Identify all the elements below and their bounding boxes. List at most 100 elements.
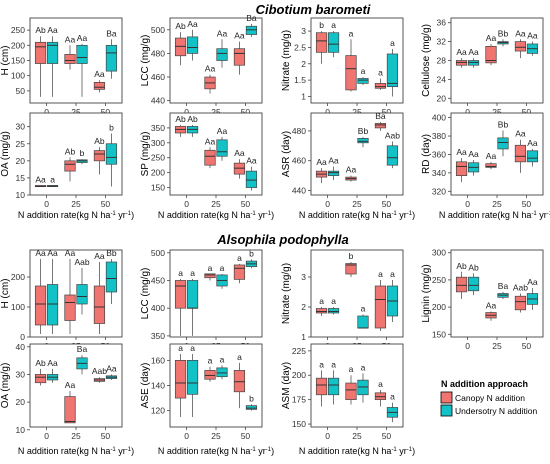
box-canopy: a xyxy=(374,67,387,90)
box-canopy: Aab xyxy=(92,366,107,383)
box-understory: a xyxy=(186,343,199,417)
x-axis-label-part: -1 xyxy=(250,447,256,453)
box-canopy: Aa xyxy=(485,33,497,66)
box-body xyxy=(204,370,216,380)
y-tick-label: 250 xyxy=(432,275,446,285)
box-body xyxy=(374,123,387,129)
box-body xyxy=(245,170,258,188)
significance-label: a xyxy=(178,268,183,278)
box-understory: a xyxy=(357,362,369,403)
box-canopy: Ab xyxy=(93,136,106,175)
x-axis-label-part: -1 xyxy=(126,447,132,453)
x-axis-label-part: ) xyxy=(412,446,415,456)
box-body xyxy=(34,41,47,64)
y-tick-label: 25 xyxy=(16,139,26,149)
significance-label: a xyxy=(331,359,336,369)
significance-label: b xyxy=(349,251,354,261)
x-axis-label-part: yr xyxy=(537,210,547,220)
y-tick-label: 150 xyxy=(151,183,165,193)
y-tick-label: 2 xyxy=(301,59,306,69)
box-body xyxy=(345,55,357,91)
x-tick-label: 25 xyxy=(71,107,81,117)
box-understory: Ab xyxy=(186,114,199,137)
box-understory: a xyxy=(327,296,340,315)
significance-label: b xyxy=(249,248,254,258)
significance-label: a xyxy=(237,352,242,362)
significance-label: Aa xyxy=(515,28,526,38)
box-canopy: a xyxy=(374,379,387,407)
box-canopy: Aa xyxy=(455,47,468,68)
y-tick-label: 100 xyxy=(11,71,25,81)
x-axis-labels: N addition rate(kg N ha-1 yr-1) N additio… xyxy=(18,210,550,456)
y-axis-label: Cellulose (mg/g) xyxy=(421,24,432,97)
y-tick-label: 0 xyxy=(20,332,25,342)
legend-swatch-understory xyxy=(440,404,453,417)
box-body xyxy=(186,359,199,395)
box-understory: b xyxy=(245,393,258,411)
y-tick-label: 3 xyxy=(301,272,306,282)
box-body xyxy=(514,295,527,311)
x-axis-label-part: -1 xyxy=(547,211,550,217)
x-axis-label-part: ) xyxy=(131,446,134,456)
legend: N addition approach Canopy N addition Un… xyxy=(440,379,537,417)
box-canopy: Aa xyxy=(485,300,497,321)
y-tick-label: 100 xyxy=(11,302,25,312)
significance-label: a xyxy=(361,362,366,372)
box-canopy: a xyxy=(174,343,187,417)
significance-label: a xyxy=(319,296,324,306)
box-understory: Aa xyxy=(526,31,539,56)
box-canopy: Aab xyxy=(513,283,528,313)
box-body xyxy=(514,144,527,163)
significance-label: Ab xyxy=(468,262,479,272)
x-axis-label-part: -1 xyxy=(126,211,132,217)
x-tick-label: 25 xyxy=(492,107,502,117)
y-tick-label: 400 xyxy=(432,113,446,123)
x-axis-label-part: -1 xyxy=(407,211,413,217)
significance-label: a xyxy=(237,253,242,263)
y-tick-label: 300 xyxy=(151,138,165,148)
box-body xyxy=(245,405,258,410)
y-tick-label: 2 xyxy=(301,302,306,312)
box-body xyxy=(374,285,387,329)
significance-label: Aa xyxy=(47,25,58,35)
y-axis-label: OA (mg/g) xyxy=(0,363,11,409)
y-tick-label: 10 xyxy=(16,190,26,200)
box-canopy: a xyxy=(204,263,216,281)
box-understory: a xyxy=(386,269,399,322)
y-tick-label: 1 xyxy=(301,91,306,101)
x-tick-label: 0 xyxy=(465,107,470,117)
significance-label: Ab xyxy=(35,358,46,368)
box-understory: Aa xyxy=(186,19,199,61)
x-axis-label-part: N addition rate(kg N ha xyxy=(18,446,111,456)
significance-label: Aa xyxy=(217,28,228,38)
y-tick-label: 200 xyxy=(432,302,446,312)
box-understory: Aa xyxy=(245,156,258,191)
significance-label: a xyxy=(361,304,366,314)
y-tick-label: 32 xyxy=(437,37,447,47)
section-title-2: Alsophila podophylla xyxy=(216,232,348,247)
y-tick-label: 500 xyxy=(151,25,165,35)
box-canopy: Aa xyxy=(315,157,328,184)
x-tick-label: 25 xyxy=(211,431,221,441)
x-tick-label: 50 xyxy=(101,199,111,209)
significance-label: Aa xyxy=(47,248,58,258)
box-canopy: Aa xyxy=(64,34,76,70)
box-body xyxy=(46,284,59,326)
x-tick-label: 0 xyxy=(44,431,49,441)
box-canopy: Aa xyxy=(34,248,47,334)
significance-label: Aa xyxy=(486,33,497,43)
significance-label: Aab xyxy=(74,257,89,267)
box-understory: Ba xyxy=(245,13,258,37)
box-body xyxy=(93,285,106,324)
significance-label: Aa xyxy=(205,64,216,74)
significance-label: a xyxy=(319,359,324,369)
significance-label: Aa xyxy=(106,363,117,373)
x-tick-label: 0 xyxy=(44,107,49,117)
x-tick-label: 25 xyxy=(492,199,502,209)
box-understory: a xyxy=(357,304,369,329)
y-tick-label: 20 xyxy=(16,397,26,407)
y-tick-label: 500 xyxy=(151,248,165,258)
